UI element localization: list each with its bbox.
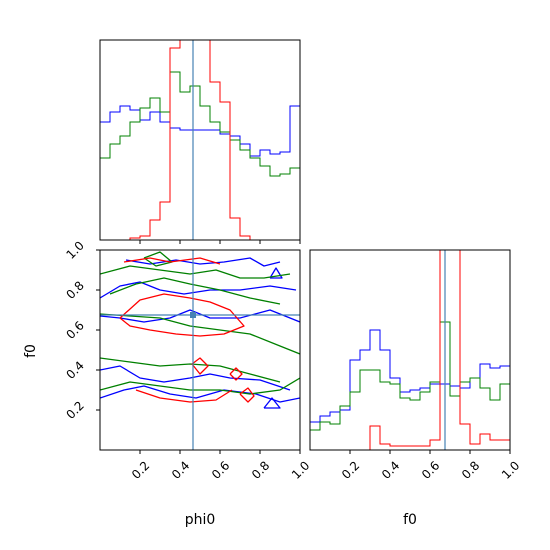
green-contour-line-3: [100, 357, 281, 383]
y-axis-label-f0: f0: [23, 344, 39, 358]
blue-contour-line-0: [125, 257, 281, 267]
f0-green-hist-series: [310, 321, 510, 450]
phi0-green-hist-series: [100, 71, 300, 240]
blue-contour-line-5: [263, 397, 281, 409]
contour-xtick-label-1: 0.4: [169, 458, 192, 481]
contour-ytick-label-0: 0.2: [63, 398, 86, 421]
red-contour-line-1: [119, 293, 245, 337]
contour-ytick-label-4: 1.0: [63, 238, 86, 261]
f0-hist-xtick-label-4: 1.0: [499, 458, 522, 481]
f0-hist-plot-area: [310, 250, 510, 450]
contour-ytick-label-2: 0.6: [63, 318, 86, 341]
contour-ytick-label-1: 0.4: [63, 358, 86, 381]
contour-plot-area: [100, 250, 300, 450]
phi0-histogram-panel: [99, 39, 301, 244]
green-contour-line-0: [100, 265, 291, 279]
truth-marker: [190, 312, 196, 318]
red-contour-line-2: [135, 389, 233, 403]
blue-contour-line-4: [100, 385, 300, 403]
green-contour-line-4: [100, 377, 300, 395]
phi0-hist-frame: [99, 39, 301, 241]
blue-contour-line-3: [100, 365, 291, 391]
red-contour-line-5: [239, 387, 255, 403]
contour-ytick-label-3: 0.8: [63, 278, 86, 301]
blue-contour-line-6: [269, 267, 283, 279]
phi0-red-hist-series: [100, 40, 300, 240]
phi0-hist-plot-area: [100, 40, 300, 240]
contour-xtick-label-3: 0.8: [249, 458, 272, 481]
f0-histogram-panel: 0.2 0.4 0.6 0.8 1.0: [309, 249, 522, 482]
f0-hist-frame: [309, 249, 511, 451]
blue-contour-line-1: [100, 281, 297, 299]
f0-hist-xtick-label-0: 0.2: [339, 458, 362, 481]
red-contour-line-3: [191, 357, 209, 375]
contour-xtick-label-4: 1.0: [289, 458, 312, 481]
green-contour-line-1: [109, 277, 281, 305]
contour-frame: [99, 249, 301, 451]
f0-red-hist-series: [310, 250, 510, 450]
contour-xtick-label-0: 0.2: [129, 458, 152, 481]
phi0-blue-hist-series: [100, 105, 300, 240]
f0-blue-hist-series: [310, 329, 510, 450]
x-axis-label-f0: f0: [403, 512, 417, 528]
f0-hist-xtick-label-1: 0.4: [379, 458, 402, 481]
contour-xtick-label-2: 0.6: [209, 458, 232, 481]
red-contour-line-0: [123, 257, 221, 265]
f0-hist-xtick-label-2: 0.6: [419, 458, 442, 481]
phi0-f0-contour-panel: 0.2 0.4 0.6 0.8 1.0 0.2 0.4 0.6 0.8 1.0: [63, 238, 312, 481]
blue-contour-line-2: [100, 309, 300, 323]
f0-hist-xtick-label-3: 0.8: [459, 458, 482, 481]
x-axis-label-phi0: phi0: [185, 512, 216, 528]
green-contour-line-2: [100, 313, 300, 355]
red-contour-line-4: [229, 367, 243, 381]
